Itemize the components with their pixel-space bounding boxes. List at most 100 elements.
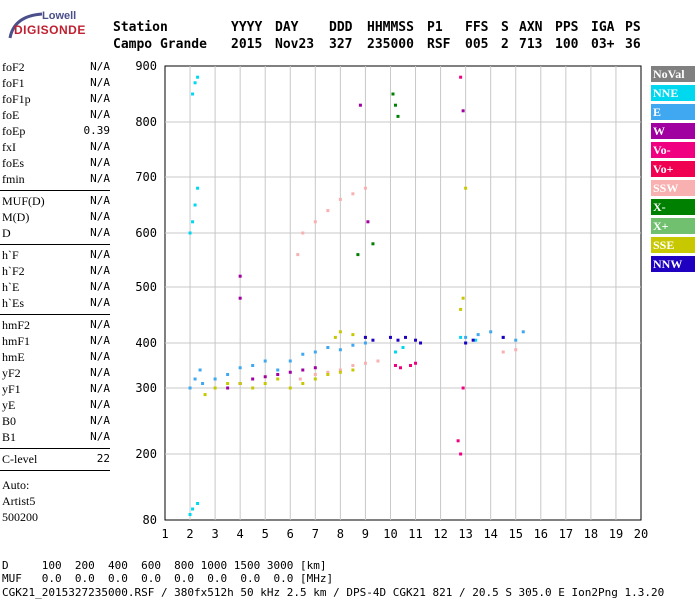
header-col-label: S [501, 20, 509, 35]
data-point-w [358, 103, 362, 107]
data-point-ssw [301, 231, 305, 235]
data-point-w [366, 220, 370, 224]
y-tick-label: 500 [135, 280, 157, 294]
param-row-fxi: fxI N/A [2, 140, 110, 156]
param-label: foEs [2, 156, 24, 170]
x-tick-label: 2 [186, 527, 193, 541]
param-label: fxI [2, 140, 16, 154]
y-tick-label: 400 [135, 336, 157, 350]
data-point-nne [188, 231, 192, 235]
param-value: N/A [90, 414, 110, 427]
param-value: N/A [90, 172, 110, 185]
x-tick-label: 16 [534, 527, 548, 541]
data-point-x [393, 103, 397, 107]
param-row-he: h`E N/A [2, 280, 110, 296]
param-label: MUF(D) [2, 194, 45, 208]
param-value: N/A [90, 156, 110, 169]
data-point-w [301, 368, 305, 372]
data-point-nnw [414, 338, 418, 342]
param-value: N/A [90, 108, 110, 121]
x-tick-label: 1 [161, 527, 168, 541]
legend-item-w: W [651, 123, 695, 139]
param-row-ye: yE N/A [2, 398, 110, 414]
data-point-e [464, 335, 468, 339]
header-col-value: 100 [555, 37, 579, 52]
param-value: N/A [90, 318, 110, 331]
data-point-sse [213, 386, 217, 390]
param-row-d: D N/A [2, 226, 110, 242]
data-point-nnw [419, 341, 423, 345]
data-point-nnw [371, 338, 375, 342]
header-col-label: FFS [465, 20, 489, 35]
x-tick-label: 11 [408, 527, 422, 541]
data-point-sse [251, 386, 255, 390]
logo-arc-icon [8, 12, 43, 39]
param-row-yf1: yF1 N/A [2, 382, 110, 398]
data-point-nne [191, 220, 195, 224]
data-point-ssw [326, 370, 330, 374]
data-point-sse [263, 382, 267, 385]
y-tick-label: 80 [143, 513, 157, 527]
data-point-sse [313, 377, 317, 381]
param-label: yE [2, 398, 16, 412]
param-row-foe: foE N/A [2, 108, 110, 124]
header-col-label: HHMMSS [367, 20, 414, 35]
param-value: N/A [90, 60, 110, 73]
data-point-vo [459, 452, 463, 456]
data-point-sse [459, 307, 463, 311]
data-point-ssw [313, 373, 317, 376]
data-point-nne [191, 507, 195, 511]
data-point-nne [196, 502, 200, 505]
header-col-label: DAY [275, 20, 299, 35]
data-point-ssw [313, 220, 317, 224]
legend-item-x: X+ [651, 218, 695, 234]
x-tick-label: 14 [483, 527, 497, 541]
param-value: N/A [90, 280, 110, 293]
data-point-ssw [298, 377, 302, 381]
footer-info-row: CGK21_2015327235000.RSF / 380fx512h 50 k… [2, 586, 665, 599]
x-tick-label: 3 [211, 527, 218, 541]
param-value: N/A [90, 350, 110, 363]
header-col-value: Campo Grande [113, 37, 207, 52]
param-row-hf: h`F N/A [2, 248, 110, 264]
data-point-e [301, 352, 305, 356]
param-value: N/A [90, 140, 110, 153]
param-label: h`F [2, 248, 19, 262]
data-point-w [251, 377, 255, 381]
data-point-nne [474, 338, 478, 342]
param-row-b1: B1 N/A [2, 430, 110, 446]
y-tick-label: 600 [135, 226, 157, 240]
header-col-label: DDD [329, 20, 353, 35]
data-point-e [288, 359, 292, 363]
legend-item-nnw: NNW [651, 256, 695, 272]
data-point-nne [459, 335, 463, 339]
data-point-nne [193, 81, 197, 85]
header-col-value: 713 [519, 37, 543, 52]
data-point-w [238, 296, 242, 300]
data-point-sse [351, 333, 355, 337]
param-row-fof1: foF1 N/A [2, 76, 110, 92]
param-label: h`F2 [2, 264, 25, 278]
param-row-foep: foEp 0.39 [2, 124, 110, 140]
footer-d-row: D 100 200 400 600 800 1000 1500 3000 [km… [2, 559, 327, 572]
param-label: foEp [2, 124, 26, 138]
param-label: D [2, 226, 11, 240]
data-point-w [238, 274, 242, 278]
param-row-hmf2: hmF2 N/A [2, 318, 110, 334]
param-label: foE [2, 108, 20, 122]
data-point-nnw [363, 335, 367, 339]
param-row-hmf1: hmF1 N/A [2, 334, 110, 350]
param-label: M(D) [2, 210, 30, 224]
param-value: N/A [90, 194, 110, 207]
param-row-fof2: foF2 N/A [2, 60, 110, 76]
x-tick-label: 5 [262, 527, 269, 541]
data-point-sse [276, 377, 280, 381]
data-point-nne [191, 92, 195, 96]
x-tick-label: 20 [634, 527, 648, 541]
data-point-e [476, 333, 480, 337]
data-point-e [251, 364, 255, 367]
param-row-fof1p: foF1p N/A [2, 92, 110, 108]
header-col-label: YYYY [231, 20, 263, 35]
x-tick-label: 7 [312, 527, 319, 541]
plot-frame [164, 65, 642, 521]
